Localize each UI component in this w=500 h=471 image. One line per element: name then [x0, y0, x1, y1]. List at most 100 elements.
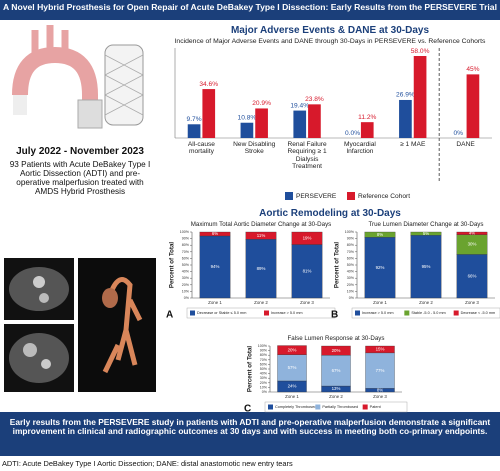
x-tick-label: Zone 2 — [419, 300, 433, 305]
legend-label: Increase > 5.0 mm — [362, 311, 394, 315]
legend-label: Stable -5.0 - 5.0 mm — [411, 311, 445, 315]
y-tick-label: 90% — [260, 349, 268, 353]
bar-segment — [410, 235, 442, 299]
y-tick-label: 30% — [260, 376, 268, 380]
y-tick-label: 50% — [347, 263, 355, 267]
data-label: 67% — [332, 368, 341, 373]
data-label: 19.4% — [290, 102, 309, 109]
bar-segment — [199, 231, 231, 237]
legend-swatch — [190, 310, 195, 316]
legend-label: Completely Thrombosed — [275, 405, 316, 409]
bar-segment — [277, 345, 307, 355]
bar — [293, 110, 307, 138]
data-label: 20% — [288, 347, 297, 352]
legend-label: Partially Thrombosed — [322, 405, 358, 409]
footnote: ADTI: Acute DeBakey Type I Aortic Dissec… — [2, 459, 293, 468]
bar-segment — [365, 345, 395, 354]
y-tick-label: 10% — [347, 289, 355, 293]
bar-segment — [277, 354, 307, 382]
data-label: 81% — [303, 268, 312, 273]
data-label: 26.9% — [396, 92, 415, 99]
panel-label: B — [331, 310, 338, 321]
y-tick-label: 90% — [182, 237, 190, 241]
y-tick-label: 20% — [347, 283, 355, 287]
y-tick-label: 40% — [182, 270, 190, 274]
data-label: 89% — [257, 266, 266, 271]
data-label: 45% — [466, 66, 479, 73]
y-tick-label: 100% — [180, 230, 190, 234]
y-tick-label: 60% — [347, 256, 355, 260]
y-tick-label: 50% — [260, 367, 268, 371]
y-tick-label: 0% — [349, 296, 355, 300]
data-label: 34.6% — [199, 81, 218, 88]
data-label: 11.2% — [358, 114, 376, 121]
y-tick-label: 70% — [182, 250, 190, 254]
legend-swatch — [404, 310, 410, 316]
chart-title: False Lumen Response at 30-Days — [287, 335, 385, 342]
page-title: A Novel Hybrid Prosthesis for Open Repai… — [3, 2, 497, 12]
chart-subtitle: Incidence of Major Adverse Events and DA… — [174, 38, 486, 45]
y-tick-label: 60% — [182, 256, 190, 260]
legend-swatch — [362, 404, 368, 410]
bar-segment — [364, 237, 396, 299]
bar-segment — [456, 231, 488, 235]
y-tick-label: 20% — [260, 381, 268, 385]
y-tick-label: 30% — [347, 276, 355, 280]
y-axis-title: Percent of Total — [169, 242, 176, 289]
y-tick-label: 0% — [262, 390, 268, 394]
legend-swatch — [453, 310, 459, 316]
data-label: 19% — [303, 235, 312, 240]
bar-segment — [245, 231, 277, 240]
y-axis-title: Percent of Total — [334, 242, 341, 289]
data-label: 10.8% — [238, 114, 257, 121]
x-tick-label: Zone 3 — [465, 300, 479, 305]
bar-segment — [291, 244, 323, 299]
legend-swatch — [285, 192, 293, 200]
data-label: 58.0% — [411, 48, 430, 55]
data-label: 94% — [211, 264, 220, 269]
legend-label: Decrease or Stable ≤ 5.0 mm — [197, 311, 246, 315]
legend-swatch — [264, 310, 269, 316]
legend-swatch — [355, 310, 360, 316]
data-label: 8% — [377, 387, 383, 392]
data-label: 57% — [288, 365, 297, 370]
bar — [413, 56, 427, 138]
y-tick-label: 80% — [182, 243, 190, 247]
data-label: 11% — [257, 233, 266, 238]
legend-swatch — [347, 192, 355, 200]
data-label: 0% — [453, 130, 463, 137]
x-tick-label: ≥ 1 MAE — [400, 141, 426, 148]
x-tick-label: Myocardial Infarction — [343, 141, 376, 156]
x-tick-label: Zone 3 — [300, 300, 314, 305]
y-tick-label: 20% — [182, 283, 190, 287]
y-tick-label: 50% — [182, 263, 190, 267]
title-bar — [0, 0, 500, 20]
legend-label: PERSEVERE — [296, 193, 337, 200]
data-label: 24% — [288, 384, 297, 389]
x-tick-label: All-cause mortality — [187, 141, 215, 156]
y-tick-label: 80% — [347, 243, 355, 247]
data-label: 15% — [376, 347, 385, 352]
y-tick-label: 30% — [182, 276, 190, 280]
conclusion-box — [0, 412, 500, 456]
data-label: 92% — [376, 265, 385, 270]
data-label: 0.0% — [345, 130, 360, 137]
y-tick-label: 60% — [260, 362, 268, 366]
x-tick-label: New Disabling Stroke — [233, 141, 276, 156]
data-label: 4% — [469, 230, 475, 235]
x-tick-label: Zone 2 — [329, 394, 343, 399]
bar — [240, 122, 254, 138]
x-tick-label: DANE — [456, 141, 475, 148]
legend-label: Patent — [370, 405, 382, 409]
legend-label: Decrease < -5.0 mm — [461, 311, 496, 315]
legend-box — [264, 401, 408, 413]
panel-label: C — [244, 404, 251, 415]
chart-title: Maximum Total Aortic Diameter Change at … — [190, 221, 332, 228]
y-tick-label: 70% — [260, 358, 268, 362]
y-tick-label: 40% — [260, 372, 268, 376]
bar-segment — [291, 231, 323, 245]
y-tick-label: 0% — [184, 296, 190, 300]
section-title: Aortic Remodeling at 30-Days — [259, 208, 401, 219]
y-tick-label: 100% — [345, 230, 355, 234]
